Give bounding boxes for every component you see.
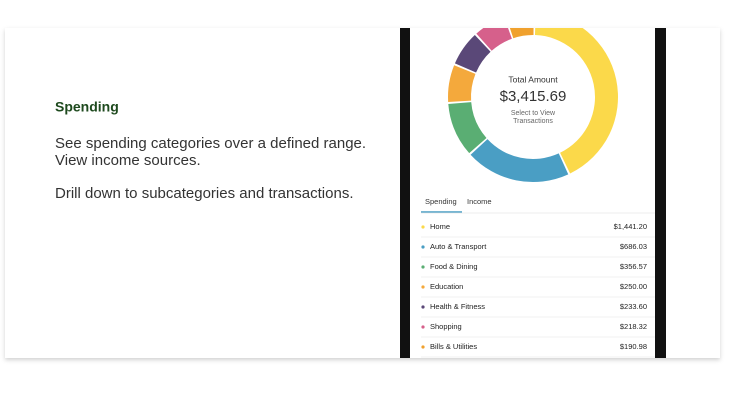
donut-segment (534, 28, 618, 174)
amount: $686.03 (620, 242, 647, 251)
legend-dot (421, 345, 425, 349)
category-name[interactable]: Home (430, 222, 450, 231)
screen-content: Total Amount $3,415.69 Select to View Tr… (421, 28, 655, 358)
category-name[interactable]: Health & Fitness (430, 302, 485, 311)
slide-text: See spending categories over a defined r… (55, 135, 366, 152)
hint[interactable]: Transactions (513, 118, 553, 125)
donut-segment (509, 28, 534, 39)
tab[interactable]: Income (467, 197, 492, 206)
category-name[interactable]: Education (430, 282, 463, 291)
amount: $233.60 (620, 302, 647, 311)
amount: $1,441.20 (614, 222, 647, 231)
legend-dot (421, 225, 425, 229)
donut-segment (448, 102, 487, 154)
donut-segment (476, 28, 512, 51)
legend-dot (421, 325, 425, 329)
category-name[interactable]: Shopping (430, 322, 462, 331)
legend-dot (421, 285, 425, 289)
amount: $190.98 (620, 342, 647, 351)
category-name[interactable]: Food & Dining (430, 262, 478, 271)
category-name[interactable]: Auto & Transport (430, 242, 487, 251)
total: $3,415.69 (500, 88, 567, 105)
legend-dot (421, 305, 425, 309)
legend-dot (421, 245, 425, 249)
tab[interactable]: Spending (425, 197, 457, 206)
hint[interactable]: Select to View (511, 110, 556, 117)
legend-dot (421, 265, 425, 269)
slide-text: View income sources. (55, 152, 201, 169)
total-label: Total Amount (508, 74, 558, 84)
slide-text: Drill down to subcategories and transact… (55, 185, 354, 202)
amount: $218.32 (620, 322, 647, 331)
amount: $250.00 (620, 282, 647, 291)
amount: $356.57 (620, 262, 647, 271)
category-name[interactable]: Bills & Utilities (430, 342, 477, 351)
donut-segment (448, 65, 476, 102)
donut-segment (454, 35, 491, 73)
slide-heading: Spending (55, 99, 119, 115)
donut-segment (470, 139, 569, 183)
